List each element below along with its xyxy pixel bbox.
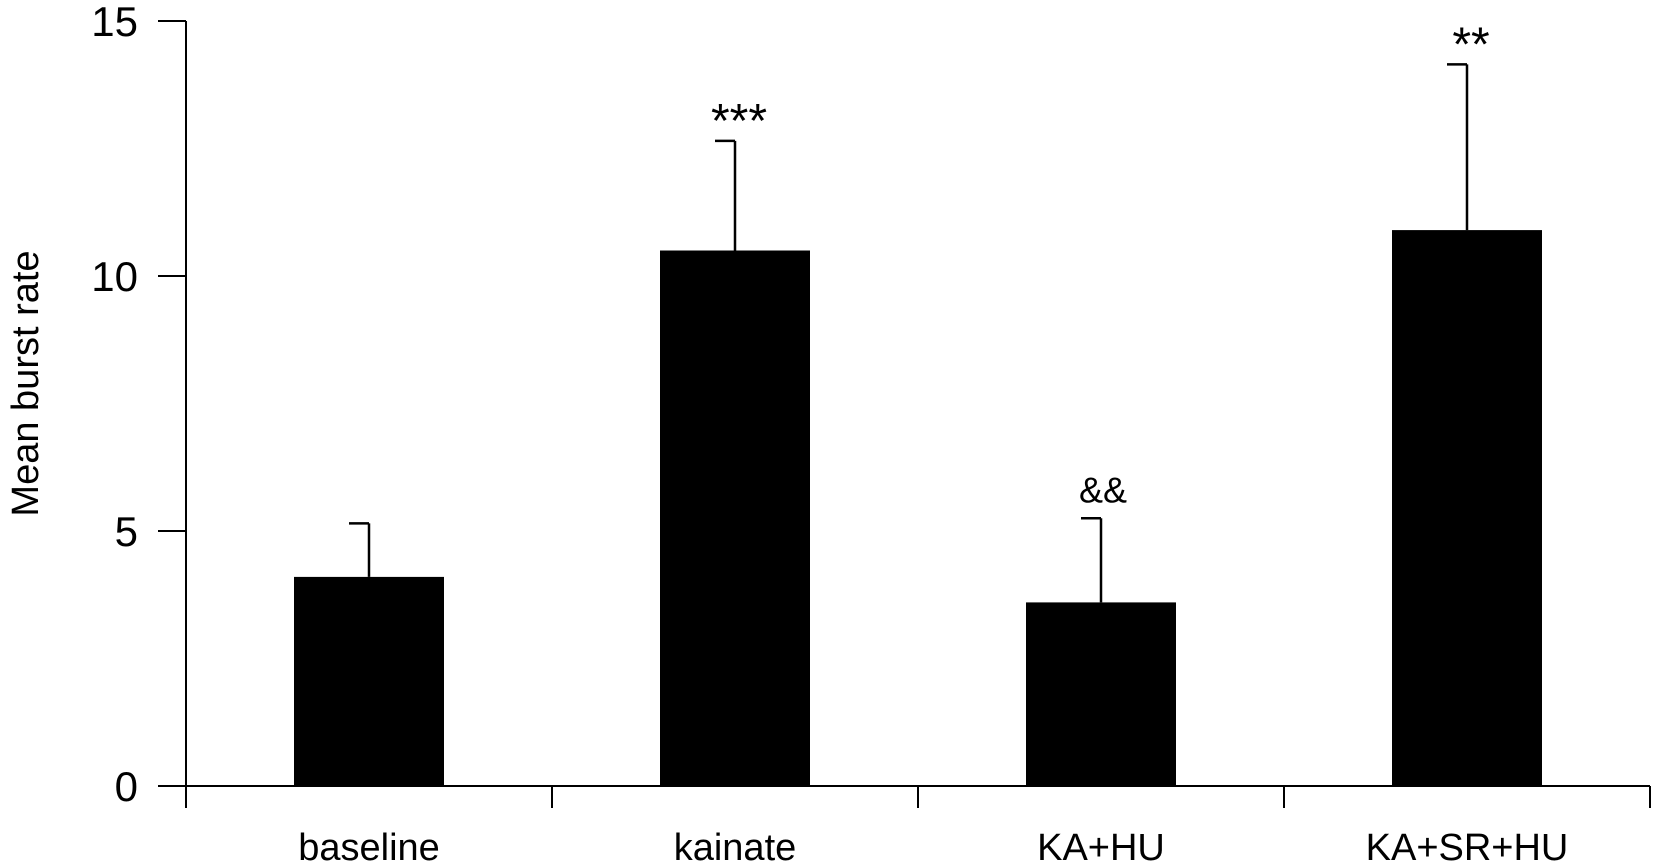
bar-kainate (660, 250, 810, 786)
y-tick-label: 0 (115, 763, 138, 810)
bar-baseline (294, 576, 444, 786)
bars (294, 63, 1542, 787)
x-tick-label: baseline (298, 827, 440, 863)
y-tick-label: 15 (91, 0, 138, 45)
y-tick-label: 5 (115, 508, 138, 555)
bar-ka-sr-hu (1392, 230, 1542, 787)
significance-annotation: ** (1452, 18, 1489, 71)
labels: 0 5 10 15 baseline *** kainate && KA+HU ** KA+SR+H… (91, 0, 1568, 863)
x-tick-label: KA+HU (1037, 827, 1165, 863)
y-axis-label: Mean burst rate (5, 250, 47, 516)
bar-ka-hu (1026, 602, 1176, 786)
y-tick-label: 10 (91, 253, 138, 300)
significance-annotation: && (1079, 469, 1127, 510)
significance-annotation: *** (711, 95, 767, 148)
x-tick-label: KA+SR+HU (1366, 827, 1569, 863)
x-tick-label: kainate (674, 827, 797, 863)
